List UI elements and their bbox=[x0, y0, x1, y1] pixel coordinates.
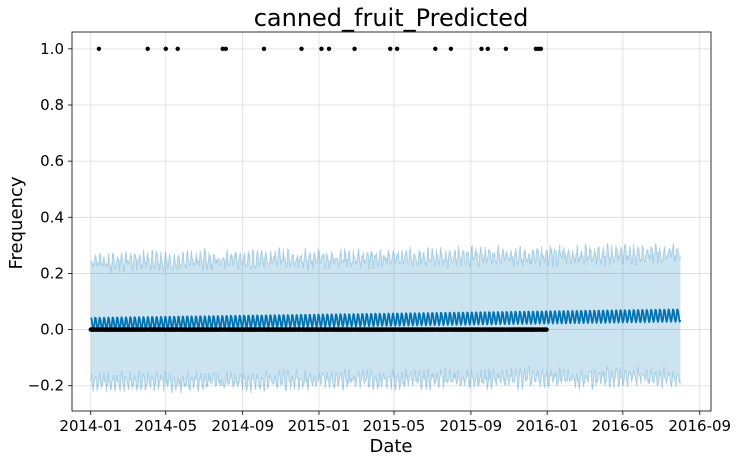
x-tick-label: 2015-09 bbox=[440, 417, 503, 435]
y-tick-label: 1.0 bbox=[40, 40, 64, 58]
observed-point bbox=[479, 46, 484, 51]
y-tick-label: 0.6 bbox=[40, 152, 64, 170]
y-tick-label: −0.2 bbox=[28, 377, 64, 395]
forecast-line bbox=[90, 308, 682, 332]
observed-point bbox=[388, 46, 393, 51]
observed-point bbox=[163, 46, 168, 51]
observed-point bbox=[299, 46, 304, 51]
observed-point bbox=[326, 46, 332, 51]
forecast-line-layer bbox=[90, 308, 682, 332]
x-tick-label: 2016-09 bbox=[668, 417, 731, 435]
plot-frame bbox=[71, 31, 712, 412]
observed-point bbox=[433, 46, 438, 51]
observed-point bbox=[96, 46, 102, 51]
lower-bound-line bbox=[90, 366, 681, 394]
x-tick-label: 2015-05 bbox=[363, 417, 426, 435]
y-tick-label: 0.8 bbox=[40, 96, 64, 114]
observed-point bbox=[544, 327, 549, 332]
x-tick-label: 2014-05 bbox=[134, 417, 197, 435]
observed-point bbox=[220, 46, 225, 51]
x-axis-label: Date bbox=[369, 436, 412, 457]
y-tick-label: 0.0 bbox=[40, 321, 64, 339]
y-axis-label: Frequency bbox=[6, 176, 27, 269]
observed-point bbox=[538, 46, 544, 51]
upper-bound-line bbox=[90, 242, 681, 274]
x-tick-label: 2016-05 bbox=[591, 417, 654, 435]
observed-point bbox=[485, 46, 490, 51]
observed-point bbox=[448, 46, 454, 51]
x-tick-label: 2016-01 bbox=[516, 417, 579, 435]
observed-point bbox=[352, 46, 357, 51]
chart-title: canned_fruit_Predicted bbox=[254, 4, 529, 32]
x-tick-label: 2014-09 bbox=[211, 417, 274, 435]
x-tick-label: 2015-01 bbox=[288, 417, 351, 435]
observed-points-layer bbox=[88, 46, 549, 332]
observed-point bbox=[394, 46, 400, 51]
x-axis: 2014-01 2014-05 2014-09 2015-01 2015-05 2015-… bbox=[59, 411, 731, 435]
y-tick-label: 0.4 bbox=[40, 208, 64, 226]
y-tick-label: 0.2 bbox=[40, 264, 64, 282]
observed-point bbox=[319, 46, 324, 51]
observed-point bbox=[503, 46, 509, 51]
observed-point bbox=[261, 46, 267, 51]
observed-point bbox=[175, 46, 180, 51]
y-axis: −0.2 0.0 0.2 0.4 0.6 0.8 1.0 bbox=[28, 40, 72, 395]
x-tick-label: 2014-01 bbox=[59, 417, 122, 435]
observed-point bbox=[223, 46, 228, 51]
observed-point bbox=[145, 46, 150, 51]
